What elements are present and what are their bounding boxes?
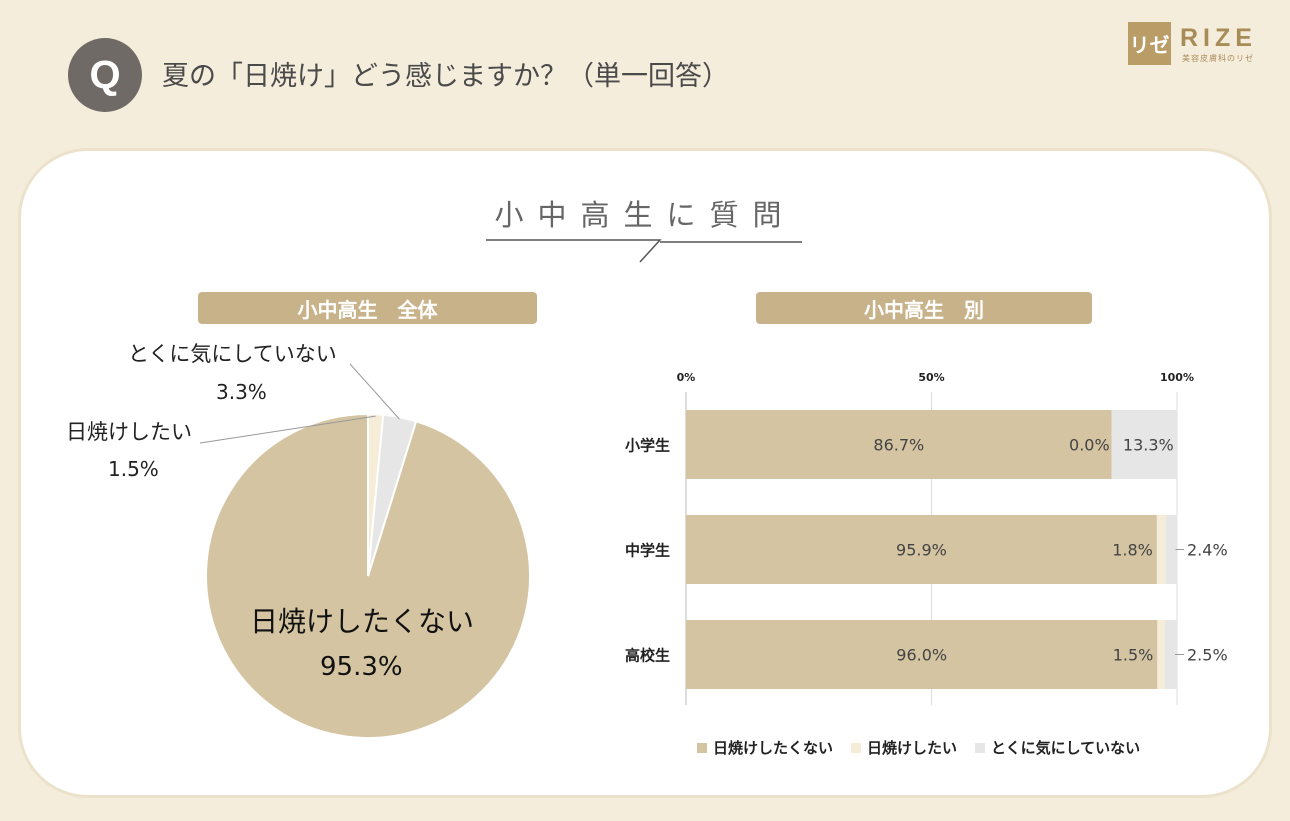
data-label-dont-care: 2.5% bbox=[1187, 646, 1228, 665]
bar-segment-want-tan bbox=[1157, 620, 1165, 689]
data-label-no-tan: 95.9% bbox=[896, 541, 947, 560]
legend-swatch-dont-care bbox=[975, 742, 986, 753]
legend-item-want-tan: 日焼けしたい bbox=[851, 737, 957, 758]
pie-label-dont-care: とくに気にしていない bbox=[128, 342, 337, 366]
pie-value-dont-care: 3.3% bbox=[216, 380, 267, 404]
question-title: 夏の「日焼け」どう感じますか？（単一回答） bbox=[162, 61, 729, 92]
bar-segment-dont-care bbox=[1165, 515, 1178, 584]
leader-line-want-tan bbox=[199, 415, 376, 444]
legend-swatch-no-tan bbox=[697, 742, 707, 753]
pie-slice-dont-care bbox=[367, 413, 418, 577]
category-label: 小学生 bbox=[625, 437, 670, 455]
data-label-no-tan: 86.7% bbox=[873, 436, 924, 455]
category-label: 中学生 bbox=[625, 542, 670, 560]
category-label: 高校生 bbox=[625, 647, 670, 665]
pie-value-want-tan: 1.5% bbox=[108, 457, 159, 481]
data-label-want-tan: 1.8% bbox=[1112, 541, 1153, 560]
bar-segment-no-tan bbox=[686, 620, 1158, 689]
data-label-dont-care: 13.3% bbox=[1123, 436, 1174, 455]
logo-mark: リゼ bbox=[1128, 22, 1171, 65]
data-label-dont-care: 2.4% bbox=[1187, 541, 1228, 560]
data-label-want-tan: 1.5% bbox=[1113, 646, 1154, 665]
bar-segment-want-tan bbox=[1156, 515, 1166, 584]
legend-label-no-tan: 日焼けしたくない bbox=[713, 739, 834, 757]
legend-label-dont-care: とくに気にしていない bbox=[991, 739, 1141, 757]
logo-word: RIZE bbox=[1180, 24, 1257, 52]
pie-label-no-tan: 日焼けしたくない bbox=[250, 605, 475, 638]
data-label-want-tan: 0.0% bbox=[1069, 436, 1110, 455]
bar-segment-dont-care bbox=[1111, 410, 1177, 479]
section-label-by-group: 小中高生 別 bbox=[756, 292, 1092, 324]
pie-label-want-tan: 日焼けしたい bbox=[66, 420, 192, 444]
legend-label-want-tan: 日焼けしたい bbox=[867, 739, 958, 757]
bar-legend: 日焼けしたくない 日焼けしたい とくに気にしていない bbox=[697, 737, 1140, 758]
bar-segment-no-tan bbox=[686, 515, 1157, 584]
data-label-no-tan: 96.0% bbox=[896, 646, 947, 665]
pie-value-no-tan: 95.3% bbox=[320, 652, 403, 682]
legend-item-no-tan: 日焼けしたくない bbox=[697, 737, 833, 758]
question-badge: Q bbox=[68, 38, 142, 112]
x-tick-label: 0% bbox=[677, 371, 696, 384]
section-label-overall: 小中高生 全体 bbox=[198, 292, 537, 324]
bar-segment-no-tan bbox=[686, 410, 1112, 479]
logo-subtitle: 美容皮膚科のリゼ bbox=[1182, 54, 1254, 63]
leader-line-dont-care bbox=[349, 363, 400, 420]
bar-segment-dont-care bbox=[1164, 620, 1177, 689]
x-tick-label: 50% bbox=[918, 371, 944, 384]
rize-logo: リゼ RIZE 美容皮膚科のリゼ bbox=[1128, 22, 1273, 66]
panel-title: 小中高生に質問 bbox=[494, 198, 796, 232]
x-tick-label: 100% bbox=[1160, 371, 1194, 384]
legend-swatch-want-tan bbox=[851, 742, 862, 753]
legend-item-dont-care: とくに気にしていない bbox=[975, 737, 1140, 758]
